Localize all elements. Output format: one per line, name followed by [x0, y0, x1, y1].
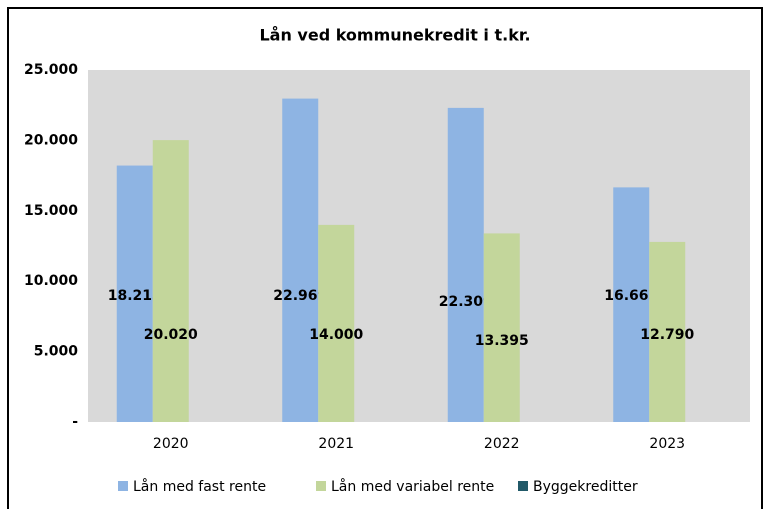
bar — [613, 187, 650, 422]
legend-swatch — [118, 481, 128, 491]
data-label: 14.000 — [309, 327, 363, 343]
y-tick-label: - — [72, 414, 78, 430]
y-tick-label: 15.000 — [24, 203, 78, 219]
data-label: 13.395 — [475, 333, 529, 349]
legend-label: Lån med variabel rente — [331, 478, 494, 495]
data-label: 18.213 — [108, 288, 162, 304]
data-label: 20.020 — [144, 327, 198, 343]
legend-swatch — [316, 481, 326, 491]
y-tick-label: 25.000 — [24, 62, 78, 78]
data-label: 22.969 — [273, 288, 327, 304]
x-tick-label: 2020 — [153, 436, 189, 452]
chart-title: Lån ved kommunekredit i t.kr. — [259, 26, 530, 45]
bar — [483, 233, 520, 422]
x-tick-label: 2022 — [484, 436, 520, 452]
bar — [447, 107, 484, 422]
data-label: 12.790 — [640, 327, 694, 343]
bar — [116, 165, 153, 422]
bar — [318, 224, 355, 422]
x-tick-label: 2023 — [649, 436, 685, 452]
x-tick-label: 2021 — [318, 436, 354, 452]
y-tick-label: 20.000 — [24, 132, 78, 148]
legend-label: Lån med fast rente — [133, 478, 266, 495]
bar — [649, 241, 686, 422]
y-tick-label: 5.000 — [34, 344, 79, 360]
y-tick-label: 10.000 — [24, 273, 78, 289]
data-label: 22.309 — [439, 294, 493, 310]
bar — [152, 140, 189, 422]
legend-swatch — [518, 481, 528, 491]
legend-label: Byggekreditter — [533, 479, 638, 495]
data-label: 16.663 — [604, 288, 658, 304]
bar — [282, 98, 319, 422]
